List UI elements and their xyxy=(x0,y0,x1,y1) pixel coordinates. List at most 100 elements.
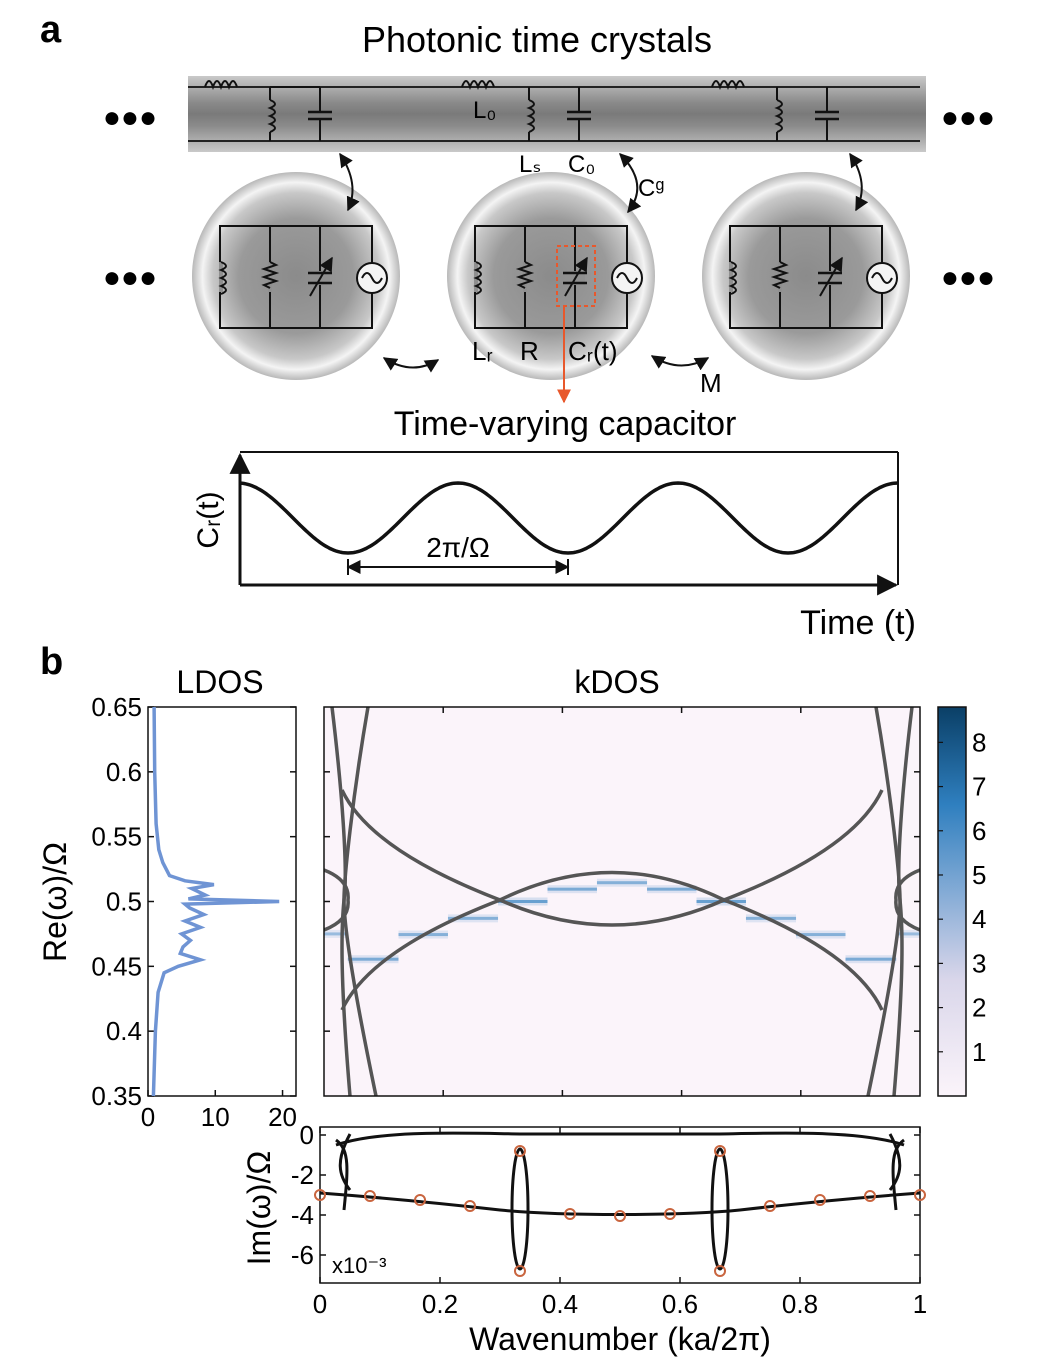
im-upper-branch xyxy=(335,1131,905,1147)
band-upper-arc xyxy=(499,870,725,902)
ellipsis-right-top: ●●● xyxy=(941,101,995,134)
im-marker xyxy=(414,1194,427,1206)
band-left-lower xyxy=(340,898,501,1011)
im-scale-label: x10⁻³ xyxy=(332,1253,386,1278)
im-ytick-label: 0 xyxy=(300,1120,314,1150)
colorbar-tick-label: 2 xyxy=(972,993,986,1023)
colorbar-tick-label: 4 xyxy=(972,904,986,934)
label-c0: C₀ xyxy=(568,151,595,178)
inset-title: Time-varying capacitor xyxy=(394,405,737,443)
im-edge-right xyxy=(891,1138,905,1211)
label-cg: Cᵍ xyxy=(638,175,664,202)
im-marker xyxy=(464,1200,476,1212)
im-marker xyxy=(363,1190,376,1202)
im-xtick-label: 0.6 xyxy=(662,1289,698,1319)
im-marker xyxy=(564,1208,577,1220)
im-lower-branch xyxy=(320,1191,920,1216)
kdos-segment xyxy=(896,932,920,936)
ldos-ytick-label: 0.65 xyxy=(91,692,142,722)
im-marker xyxy=(764,1200,776,1212)
ldos-xtick-label: 20 xyxy=(268,1102,297,1132)
im-xtick-label: 0.4 xyxy=(542,1289,578,1319)
band-left-steep-2 xyxy=(342,707,378,1096)
im-ylabel: Im(ω)/Ω xyxy=(241,1151,277,1266)
ellipsis-left-mid: ●●● xyxy=(103,261,157,294)
panel-a-label: a xyxy=(40,9,62,51)
resonator-center xyxy=(447,172,655,380)
kdos-segment xyxy=(547,887,597,891)
im-ytick-label: -2 xyxy=(291,1160,314,1190)
im-loop-left xyxy=(510,1147,530,1271)
im-edge-left-2 xyxy=(338,1133,352,1191)
ldos-title: LDOS xyxy=(176,664,263,700)
tl-unit-cell xyxy=(774,87,839,141)
im-marker xyxy=(314,1189,326,1201)
band-right-loop xyxy=(894,868,920,932)
im-curves xyxy=(320,1131,920,1271)
colorbar-tick-label: 6 xyxy=(972,816,986,846)
colorbar xyxy=(937,706,967,1097)
im-marker xyxy=(714,1145,727,1157)
label-ls: Lₛ xyxy=(519,151,541,178)
ldos-curve xyxy=(151,706,280,1097)
im-edge-left xyxy=(335,1138,349,1211)
ldos-ytick-label: 0.35 xyxy=(91,1081,142,1111)
im-marker xyxy=(813,1194,826,1206)
band-right-steep-2 xyxy=(866,707,902,1096)
band-left-upper xyxy=(340,789,501,902)
ldos-xtick-label: 0 xyxy=(141,1102,155,1132)
im-marker xyxy=(513,1265,526,1277)
im-marker xyxy=(914,1189,926,1201)
im-xtick-label: 0.2 xyxy=(422,1289,458,1319)
ellipsis-right-mid: ●●● xyxy=(941,261,995,294)
ldos-ytick-label: 0.6 xyxy=(106,757,142,787)
kdos-glow xyxy=(324,929,348,938)
kdos-segment xyxy=(347,957,399,961)
label-lr: Lᵣ xyxy=(472,336,493,366)
im-xtick-label: 1 xyxy=(913,1289,927,1319)
resonator-right xyxy=(702,172,910,380)
im-marker xyxy=(864,1190,877,1202)
im-loop-right xyxy=(710,1147,730,1271)
kdos-segment xyxy=(447,916,499,920)
panel-a-title: Photonic time crystals xyxy=(362,19,712,60)
label-m: M xyxy=(700,368,722,398)
im-marker xyxy=(513,1145,526,1157)
inset-plot xyxy=(229,451,899,596)
kdos-segment xyxy=(796,933,846,937)
kdos-segment xyxy=(324,932,348,936)
series-inductor-icon xyxy=(204,80,745,91)
ldos-ytick-label: 0.4 xyxy=(106,1016,142,1046)
band-curves xyxy=(324,707,920,1096)
resonator-left xyxy=(192,172,400,380)
kdos-title: kDOS xyxy=(574,664,659,700)
inset-ylabel: Cᵣ(t) xyxy=(192,491,225,548)
im-ytick-label: -6 xyxy=(291,1240,314,1270)
band-right-lower xyxy=(723,898,884,1011)
band-right-upper xyxy=(723,789,884,902)
kdos-segment xyxy=(845,957,897,961)
kdos-segment xyxy=(647,887,697,891)
ldos-ytick-label: 0.45 xyxy=(91,951,142,981)
colorbar-tick-label: 1 xyxy=(972,1037,986,1067)
transmission-line xyxy=(188,76,926,152)
colorbar-tick-label: 5 xyxy=(972,860,986,890)
capacitance-curve xyxy=(239,481,899,555)
im-edge-right-2 xyxy=(888,1133,902,1191)
band-lower-arc xyxy=(499,898,725,927)
kdos-segment xyxy=(498,900,548,903)
im-axes xyxy=(319,1126,921,1284)
panel-b-label: b xyxy=(40,641,63,683)
kdos-glow xyxy=(896,929,920,938)
colorbar-tick-label: 7 xyxy=(972,772,986,802)
ellipsis-left-top: ●●● xyxy=(103,101,157,134)
im-marker xyxy=(714,1265,727,1277)
im-xtick-label: 0 xyxy=(313,1289,327,1319)
label-l0: L₀ xyxy=(473,97,496,124)
im-ytick-label: -4 xyxy=(291,1200,314,1230)
tl-unit-cell xyxy=(526,87,591,141)
inset-xlabel: Time (t) xyxy=(800,604,916,642)
im-marker xyxy=(614,1210,626,1222)
label-crt: Cᵣ(t) xyxy=(568,336,618,366)
